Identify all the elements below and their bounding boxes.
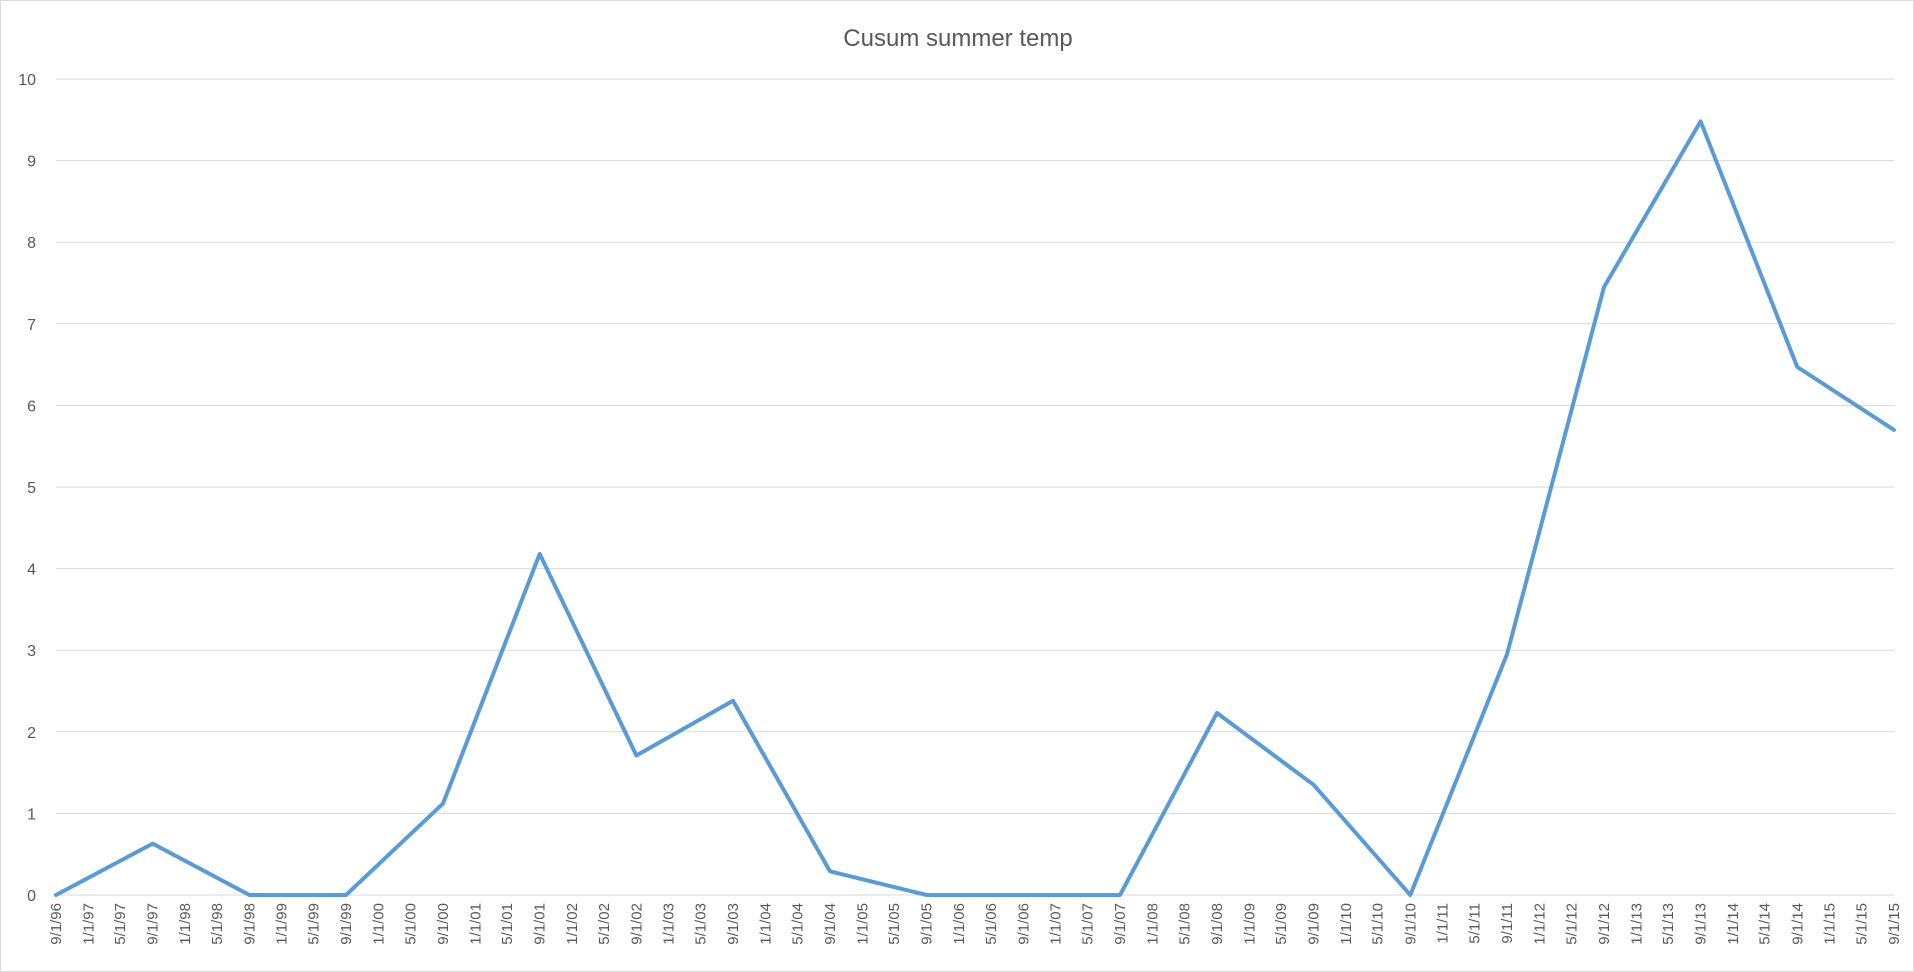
x-tick-label: 5/1/00 (402, 903, 419, 945)
chart-title: Cusum summer temp (843, 25, 1072, 52)
y-tick-label: 9 (27, 154, 36, 171)
x-tick-label: 5/1/09 (1273, 903, 1290, 945)
x-tick-label: 9/1/01 (532, 903, 549, 945)
x-tick-label: 9/1/08 (1209, 903, 1226, 945)
x-tick-label: 9/1/06 (1015, 903, 1032, 945)
x-tick-label: 1/1/09 (1241, 903, 1258, 945)
x-tick-label: 1/1/98 (177, 903, 194, 945)
x-tick-label: 1/1/99 (274, 903, 291, 945)
x-tick-label: 9/1/00 (435, 903, 452, 945)
y-tick-label: 1 (27, 806, 36, 823)
y-tick-label: 3 (27, 643, 36, 660)
y-axis-ticks: 0 1 2 3 4 5 6 7 8 9 10 (18, 72, 36, 905)
x-tick-label: 1/1/11 (1435, 903, 1452, 944)
x-tick-label: 5/1/12 (1563, 903, 1580, 945)
x-tick-label: 9/1/14 (1789, 903, 1806, 945)
x-tick-label: 1/1/13 (1628, 903, 1645, 945)
x-tick-label: 5/1/02 (596, 903, 613, 945)
y-tick-label: 6 (27, 398, 36, 415)
x-tick-label: 1/1/00 (370, 903, 387, 945)
x-tick-label: 1/1/03 (661, 903, 678, 945)
x-tick-label: 1/1/10 (1338, 903, 1355, 945)
x-tick-label: 1/1/05 (854, 903, 871, 945)
x-tick-label: 5/1/03 (692, 903, 709, 945)
x-tick-label: 1/1/12 (1531, 903, 1548, 945)
x-tick-label: 5/1/01 (499, 903, 516, 945)
x-axis-ticks: 9/1/96 1/1/97 5/1/97 9/1/97 1/1/98 5/1/98 9/1/… (48, 903, 1903, 945)
x-tick-label: 5/1/98 (209, 903, 226, 945)
gridlines (56, 78, 1894, 896)
x-tick-label: 5/1/15 (1853, 903, 1870, 945)
y-tick-label: 2 (27, 725, 36, 742)
y-tick-label: 10 (18, 72, 36, 89)
x-tick-label: 9/1/04 (822, 903, 839, 945)
x-tick-label: 9/1/03 (725, 903, 742, 945)
x-tick-label: 5/1/07 (1079, 903, 1096, 945)
x-tick-label: 1/1/14 (1725, 903, 1742, 945)
y-tick-label: 5 (27, 480, 36, 497)
x-tick-label: 5/1/97 (112, 903, 129, 945)
x-tick-label: 1/1/02 (564, 903, 581, 945)
x-tick-label: 1/1/04 (757, 903, 774, 945)
x-tick-label: 9/1/15 (1886, 903, 1903, 945)
x-tick-label: 9/1/12 (1596, 903, 1613, 945)
x-tick-label: 5/1/14 (1757, 903, 1774, 945)
x-tick-label: 1/1/07 (1048, 903, 1065, 945)
x-tick-label: 5/1/99 (305, 903, 322, 945)
x-tick-label: 1/1/01 (467, 903, 484, 945)
x-tick-label: 5/1/10 (1370, 903, 1387, 945)
x-tick-label: 5/1/05 (886, 903, 903, 945)
x-tick-label: 5/1/13 (1660, 903, 1677, 945)
x-tick-label: 9/1/10 (1402, 903, 1419, 945)
y-tick-label: 8 (27, 235, 36, 252)
x-tick-label: 5/1/08 (1176, 903, 1193, 945)
x-tick-label: 5/1/11 (1466, 903, 1483, 944)
x-tick-label: 5/1/06 (983, 903, 1000, 945)
y-tick-label: 0 (27, 888, 36, 905)
series-line (54, 119, 1896, 897)
x-tick-label: 9/1/97 (145, 903, 162, 945)
x-tick-label: 1/1/15 (1822, 903, 1839, 945)
y-tick-label: 4 (27, 562, 36, 579)
y-tick-label: 7 (27, 317, 36, 334)
x-tick-label: 9/1/96 (48, 903, 65, 945)
x-tick-label: 9/1/07 (1112, 903, 1129, 945)
x-tick-label: 1/1/97 (80, 903, 97, 945)
x-tick-label: 1/1/08 (1144, 903, 1161, 945)
x-tick-label: 9/1/09 (1306, 903, 1323, 945)
x-tick-label: 9/1/05 (919, 903, 936, 945)
x-tick-label: 9/1/98 (241, 903, 258, 945)
x-tick-label: 9/1/02 (628, 903, 645, 945)
x-tick-label: 1/1/06 (951, 903, 968, 945)
series-layer (54, 119, 1896, 897)
x-tick-label: 9/1/11 (1499, 903, 1516, 944)
x-tick-label: 9/1/13 (1693, 903, 1710, 945)
x-tick-label: 9/1/99 (338, 903, 355, 945)
x-tick-label: 5/1/04 (789, 903, 806, 945)
